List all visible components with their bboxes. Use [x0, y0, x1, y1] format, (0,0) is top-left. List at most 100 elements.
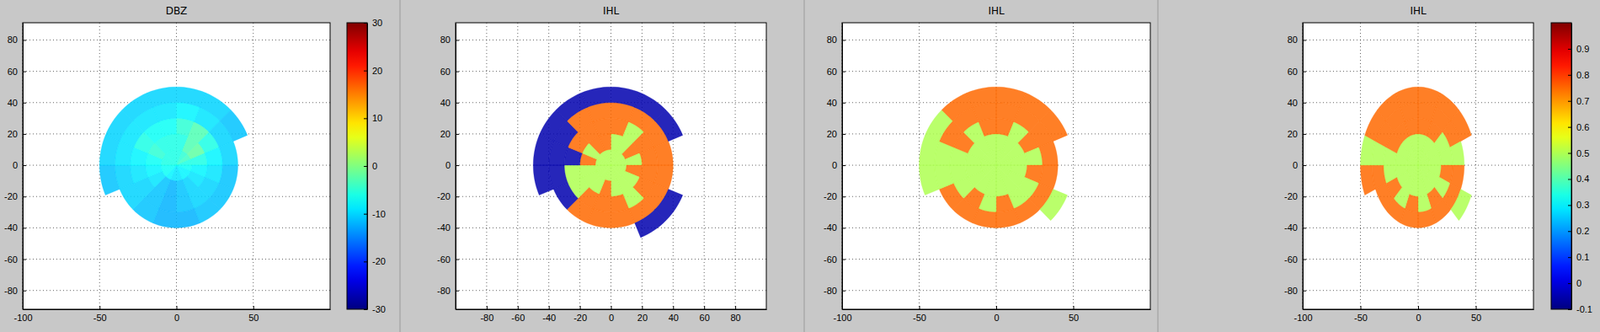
- tick-label: -100: [832, 312, 852, 323]
- tick-mark: [22, 165, 27, 166]
- tick-mark: [1418, 305, 1419, 310]
- grid: [22, 22, 331, 310]
- tick-label: 0: [445, 160, 451, 171]
- y-axis: -80-60-40-20020406080: [823, 23, 846, 310]
- tick: -50: [912, 305, 927, 323]
- tick-mark: [517, 305, 519, 310]
- tick: 40: [1287, 97, 1307, 108]
- tick: 50: [1471, 305, 1482, 323]
- x-axis: -100-50050: [1293, 305, 1534, 323]
- grid-line: [22, 258, 331, 260]
- tick-mark: [1302, 39, 1307, 41]
- tick: 0: [174, 305, 180, 323]
- tick: -60: [437, 254, 459, 265]
- tick-mark: [455, 290, 459, 292]
- axis-line: [1302, 23, 1304, 310]
- panel: -100-50050-80-60-40-20020406080IHL-0.100…: [1284, 5, 1593, 323]
- tick-label: -60: [4, 254, 18, 265]
- cell: [1040, 109, 1068, 141]
- plot-frame: [842, 22, 1151, 310]
- tick: -40: [542, 305, 556, 323]
- cell: [996, 193, 1014, 212]
- grid-line: [1302, 289, 1534, 291]
- cell: [219, 109, 248, 141]
- tick-label: -100: [13, 312, 32, 323]
- plot-frame: [1302, 22, 1534, 310]
- cell: [99, 165, 120, 196]
- tick: 20: [1287, 128, 1307, 139]
- tick-label: 50: [1471, 312, 1482, 323]
- tick-mark: [580, 305, 582, 310]
- tick: -80: [4, 285, 27, 296]
- tick-mark: [22, 102, 27, 104]
- tick-mark: [253, 305, 255, 310]
- tick-label: 40: [668, 312, 679, 323]
- tick: 10: [363, 112, 383, 123]
- cell: [170, 149, 177, 166]
- panel-separator: [1157, 0, 1159, 332]
- tick-mark: [1568, 204, 1572, 206]
- tick-label: 80: [1287, 34, 1298, 45]
- tick-mark: [842, 102, 846, 104]
- tick-mark: [22, 227, 27, 229]
- tick: 40: [440, 97, 459, 108]
- tick-mark: [363, 309, 368, 310]
- tick: 20: [440, 128, 459, 139]
- tick: 40: [7, 97, 27, 108]
- cell: [1360, 165, 1376, 196]
- tick-mark: [1302, 165, 1307, 166]
- cell: [1409, 133, 1419, 151]
- y-axis: -80-60-40-20020406080: [437, 23, 459, 310]
- tick-label: -80: [437, 285, 451, 296]
- tick-mark: [22, 133, 27, 135]
- grid-line: [455, 70, 767, 72]
- tick-mark: [549, 305, 550, 310]
- tick-mark: [455, 133, 459, 135]
- cell: [130, 165, 149, 183]
- cell: [634, 209, 667, 238]
- tick-mark: [1568, 282, 1572, 284]
- tick-mark: [641, 305, 643, 310]
- cell: [145, 165, 163, 177]
- tick-label: 0.1: [1576, 251, 1590, 262]
- tick-mark: [842, 165, 846, 166]
- cell: [611, 159, 627, 166]
- tick: 0: [993, 305, 999, 323]
- grid: [455, 22, 767, 310]
- tick-label: 20: [1287, 128, 1298, 139]
- tick-mark: [1568, 74, 1572, 76]
- tick-mark: [1568, 101, 1572, 102]
- tick-label: -50: [1354, 312, 1368, 323]
- grid-line: [1302, 258, 1534, 260]
- cell: [555, 92, 587, 121]
- tick: 0.7: [1568, 96, 1590, 107]
- cell: [966, 86, 997, 107]
- tick-label: -40: [823, 222, 838, 233]
- tick: 60: [826, 66, 846, 77]
- tick-label: 80: [440, 34, 451, 45]
- cell: [1418, 179, 1427, 197]
- colorbar: [1551, 22, 1572, 310]
- tick: 0.3: [1568, 199, 1590, 210]
- tick-mark: [672, 305, 674, 310]
- tick-mark: [1302, 133, 1307, 135]
- tick-label: -20: [437, 191, 451, 202]
- cells: [919, 86, 1068, 228]
- tick: -10: [363, 208, 386, 219]
- tick: 0: [363, 160, 378, 171]
- tick: -40: [1284, 222, 1307, 233]
- axis-line: [367, 23, 368, 310]
- tick: 20: [637, 305, 648, 323]
- cell: [218, 141, 238, 166]
- tick: -60: [4, 254, 27, 265]
- x-axis: -100-50050: [832, 305, 1151, 323]
- tick-label: 0: [12, 160, 18, 171]
- tick: -40: [4, 222, 27, 233]
- cell: [1418, 193, 1432, 212]
- grid-line: [842, 289, 1151, 291]
- axis-line: [22, 23, 24, 310]
- cell: [965, 165, 982, 177]
- tick-mark: [1302, 71, 1307, 73]
- cell: [611, 165, 618, 182]
- grid: [842, 22, 1151, 310]
